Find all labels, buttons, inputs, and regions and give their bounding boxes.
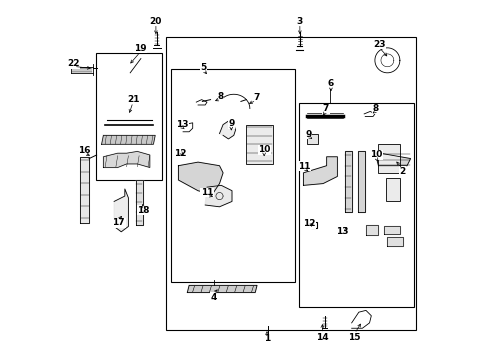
Polygon shape	[344, 152, 351, 212]
Polygon shape	[219, 121, 235, 139]
Text: 10: 10	[369, 150, 381, 159]
Polygon shape	[135, 180, 142, 225]
FancyBboxPatch shape	[310, 222, 316, 228]
Text: 10: 10	[258, 145, 270, 154]
Text: 8: 8	[372, 104, 378, 113]
Text: 13: 13	[175, 120, 188, 129]
Text: 18: 18	[137, 206, 150, 215]
Text: 2: 2	[399, 167, 405, 176]
Text: 8: 8	[217, 91, 223, 100]
Text: 23: 23	[372, 40, 385, 49]
Text: 7: 7	[322, 104, 328, 113]
Text: 19: 19	[134, 44, 146, 53]
Text: 17: 17	[112, 219, 125, 228]
Polygon shape	[205, 185, 231, 207]
Text: 1: 1	[264, 334, 269, 343]
Text: 11: 11	[298, 162, 310, 171]
FancyBboxPatch shape	[385, 178, 399, 202]
Polygon shape	[103, 152, 149, 167]
Polygon shape	[376, 153, 410, 166]
Polygon shape	[178, 162, 223, 194]
Text: 13: 13	[336, 227, 348, 236]
Polygon shape	[357, 152, 365, 212]
Text: 21: 21	[126, 95, 139, 104]
FancyBboxPatch shape	[246, 125, 272, 164]
Polygon shape	[114, 189, 128, 232]
Text: 12: 12	[303, 219, 315, 228]
Text: 14: 14	[315, 333, 328, 342]
Text: 6: 6	[327, 79, 333, 88]
FancyBboxPatch shape	[306, 134, 317, 144]
Text: 3: 3	[296, 17, 303, 26]
Text: 5: 5	[200, 63, 206, 72]
Polygon shape	[365, 225, 378, 235]
FancyBboxPatch shape	[378, 144, 399, 173]
Text: 4: 4	[210, 293, 216, 302]
Text: 9: 9	[305, 130, 311, 139]
Polygon shape	[187, 285, 257, 293]
Text: 22: 22	[67, 59, 80, 68]
Text: 15: 15	[347, 333, 360, 342]
Text: 9: 9	[227, 119, 234, 128]
Text: 12: 12	[174, 149, 186, 158]
Text: 20: 20	[149, 17, 162, 26]
Text: 7: 7	[253, 93, 259, 102]
Polygon shape	[303, 157, 337, 185]
Polygon shape	[383, 226, 399, 234]
Text: 11: 11	[201, 188, 213, 197]
Text: 16: 16	[78, 146, 91, 155]
Polygon shape	[102, 135, 155, 144]
Polygon shape	[80, 157, 89, 223]
Polygon shape	[386, 237, 403, 246]
